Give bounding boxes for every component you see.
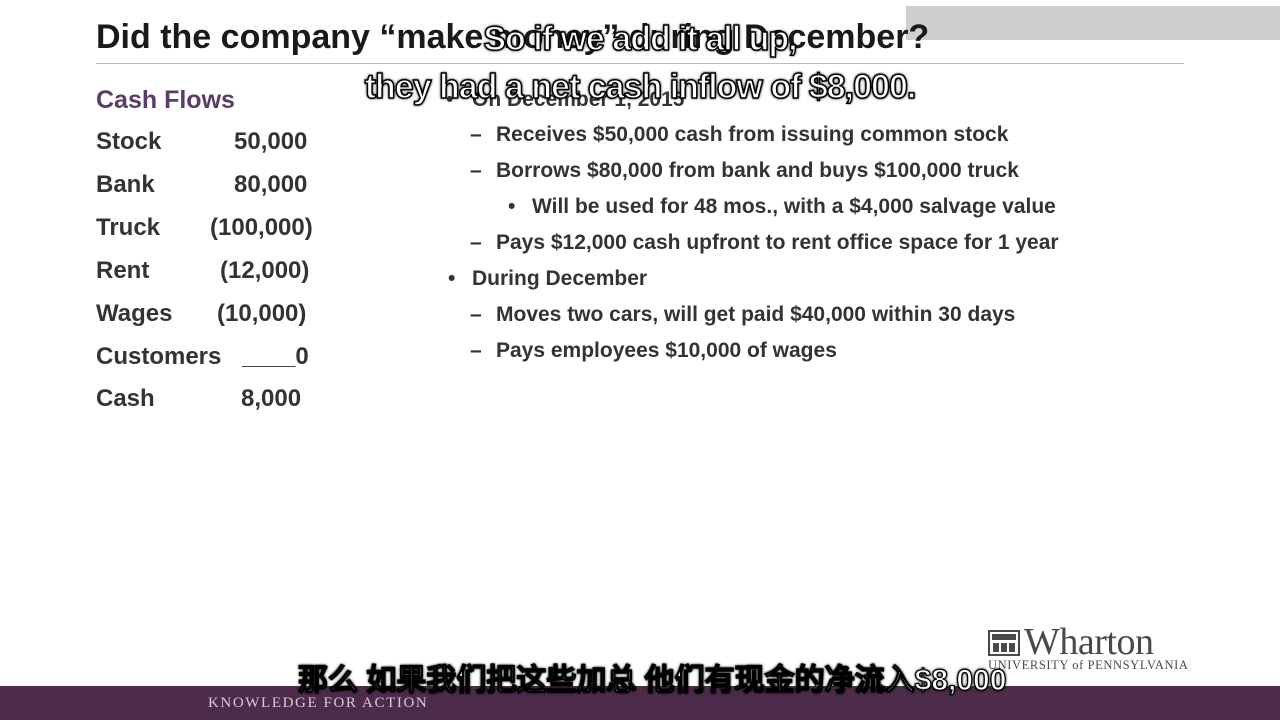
subtitle-english-line-2: they had a net cash inflow of $8,000. xyxy=(364,67,917,107)
cash-flow-row-wages: Wages (10,000) xyxy=(96,300,336,334)
bullet-mark: – xyxy=(470,339,482,362)
cash-flow-label: Customers xyxy=(96,343,222,370)
cash-flow-row-stock: Stock 50,000 xyxy=(96,128,336,162)
cash-flow-row-cash: Cash 8,000 xyxy=(96,385,336,419)
subtitle-english-line-1: So if we add it all up, xyxy=(483,19,799,59)
cash-flow-label: Bank xyxy=(96,171,155,198)
cash-flow-value: (12,000) xyxy=(220,257,310,284)
logo-subtitle: UNIVERSITY of PENNSYLVANIA xyxy=(988,658,1189,672)
cash-flow-value: 80,000 xyxy=(234,171,308,198)
cash-flow-row-truck: Truck (100,000) xyxy=(96,214,336,248)
bullet-text: Borrows $80,000 from bank and buys $100,… xyxy=(496,159,1019,182)
bullet-text: Will be used for 48 mos., with a $4,000 … xyxy=(532,195,1056,218)
cash-flow-label: Rent xyxy=(96,257,150,284)
bullet-text: During December xyxy=(472,267,648,290)
slide-title: Did the company “make money” during Dece… xyxy=(96,18,930,56)
cash-flow-label: Truck xyxy=(96,214,161,241)
cash-flow-row-bank: Bank 80,000 xyxy=(96,171,336,205)
cash-flow-value: 8,000 xyxy=(241,385,302,412)
cash-flow-value: (100,000) xyxy=(210,214,313,241)
bullet-text: Receives $50,000 cash from issuing commo… xyxy=(496,123,1009,146)
cash-flow-row-customers: Customers ____0 xyxy=(96,343,336,377)
video-overlay-box xyxy=(906,6,1280,40)
bullet-text: On December 1, 2015 xyxy=(472,88,685,111)
wharton-logo: Wharton UNIVERSITY of PENNSYLVANIA xyxy=(988,621,1194,672)
cash-flow-label: Stock xyxy=(96,128,162,155)
shield-icon xyxy=(988,630,1020,656)
footer-tagline: KNOWLEDGE FOR ACTION xyxy=(208,695,429,711)
bullet-mark: – xyxy=(470,303,482,326)
bullet-text: Moves two cars, will get paid $40,000 wi… xyxy=(496,303,1016,326)
cash-flow-value: 50,000 xyxy=(234,128,308,155)
footer-bar: KNOWLEDGE FOR ACTION xyxy=(0,686,1280,720)
bullet-mark: • xyxy=(448,267,456,290)
logo-wordmark: Wharton xyxy=(1024,621,1154,663)
subtitle-chinese: 那么 如果我们把这些加总 他们有现金的净流入$8,000 xyxy=(297,663,1007,697)
bullet-mark: • xyxy=(508,195,516,218)
cash-flow-label: Wages xyxy=(96,300,173,327)
cash-flow-value: (10,000) xyxy=(217,300,307,327)
bullet-mark: • xyxy=(446,88,454,111)
bullet-mark: – xyxy=(470,231,482,254)
bullet-text: Pays $12,000 cash upfront to rent office… xyxy=(496,231,1059,254)
cash-flows-heading: Cash Flows xyxy=(96,86,235,114)
cash-flow-value: ____0 xyxy=(242,343,309,370)
title-divider xyxy=(96,63,1184,64)
bullet-text: Pays employees $10,000 of wages xyxy=(496,339,837,362)
bullet-mark: – xyxy=(470,123,482,146)
bullet-mark: – xyxy=(470,159,482,182)
cash-flow-row-rent: Rent (12,000) xyxy=(96,257,336,291)
cash-flow-label: Cash xyxy=(96,385,155,412)
